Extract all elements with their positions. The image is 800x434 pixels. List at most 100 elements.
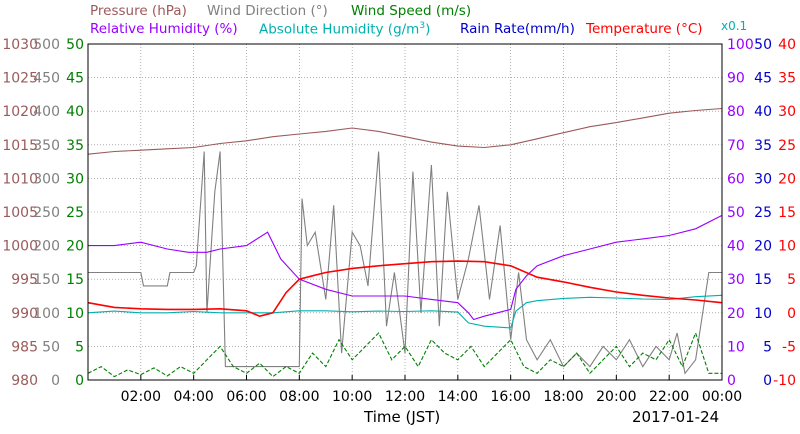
pressure-tick-label: 1010 — [2, 171, 38, 187]
wind-direction-tick-label: 300 — [33, 171, 60, 187]
rain-rate-tick-label: 10 — [754, 306, 772, 322]
pressure-tick-label: 990 — [11, 306, 38, 322]
wind-speed-tick-label: 50 — [66, 37, 84, 53]
series-pressure-line — [87, 107, 723, 155]
legend-rain-rate: Rain Rate(mm/h) — [460, 21, 575, 37]
relative-humidity-tick-label: 100 — [727, 37, 754, 53]
wind-direction-tick-label: 50 — [42, 339, 60, 355]
series-abs-hum-line — [87, 294, 723, 329]
legend-scale-note: x0.1 — [721, 19, 748, 33]
chart-date: 2017-01-24 — [632, 408, 720, 426]
wind-direction-tick-label: 450 — [33, 71, 60, 87]
x-axis-title: Time (JST) — [364, 408, 441, 426]
temperature-tick-label: 5 — [787, 272, 796, 288]
pressure-tick-label: 1015 — [2, 138, 38, 154]
rain-rate-tick-label: 40 — [754, 104, 772, 120]
temperature-tick-label: -5 — [782, 339, 796, 355]
x-tick-label: 18:00 — [543, 389, 583, 405]
temperature-tick-label: 15 — [778, 205, 796, 221]
relative-humidity-tick-label: 80 — [727, 104, 745, 120]
relative-humidity-tick-label: 0 — [727, 373, 736, 389]
legend-absolute-humidity: Absolute Humidity (g/m3) — [259, 21, 430, 38]
rain-rate-tick-label: 35 — [754, 138, 772, 154]
x-tick-label: 00:00 — [702, 389, 742, 405]
series-wind-dir-line — [88, 151, 722, 375]
wind-speed-tick-label: 45 — [66, 71, 84, 87]
wind-speed-tick-label: 15 — [66, 272, 84, 288]
legend-relative-humidity: Relative Humidity (%) — [90, 21, 238, 37]
legend-wind-speed: Wind Speed (m/s) — [351, 3, 472, 19]
wind-speed-tick-label: 0 — [75, 373, 84, 389]
relative-humidity-tick-label: 60 — [727, 171, 745, 187]
temperature-tick-label: 30 — [778, 104, 796, 120]
grid-lines — [88, 44, 722, 380]
rain-rate-tick-label: 45 — [754, 71, 772, 87]
legend-temperature: Temperature (°C) — [586, 21, 703, 37]
wind-direction-tick-label: 200 — [33, 239, 60, 255]
rain-rate-tick-label: 15 — [754, 272, 772, 288]
series-rel-hum-line — [88, 214, 723, 321]
wind-direction-tick-label: 100 — [33, 306, 60, 322]
legend-temperature-unit: °C — [681, 21, 698, 37]
x-tick-label: 08:00 — [279, 389, 319, 405]
temperature-tick-label: -10 — [773, 373, 796, 389]
wind-speed-tick-label: 10 — [66, 306, 84, 322]
relative-humidity-tick-label: 30 — [727, 272, 745, 288]
pressure-tick-label: 1030 — [2, 37, 38, 53]
x-tick-label: 20:00 — [596, 389, 636, 405]
temperature-tick-label: 0 — [787, 306, 796, 322]
tick-labels: 9809859909951000100510101015102010251030… — [2, 37, 796, 405]
rain-rate-tick-label: 20 — [754, 239, 772, 255]
temperature-tick-label: 40 — [778, 37, 796, 53]
temperature-tick-label: 25 — [778, 138, 796, 154]
relative-humidity-tick-label: 20 — [727, 306, 745, 322]
x-tick-label: 10:00 — [332, 389, 372, 405]
wind-speed-tick-label: 35 — [66, 138, 84, 154]
rain-rate-tick-label: 5 — [763, 339, 772, 355]
relative-humidity-tick-label: 10 — [727, 339, 745, 355]
wind-direction-tick-label: 250 — [33, 205, 60, 221]
pressure-tick-label: 985 — [11, 339, 38, 355]
pressure-tick-label: 980 — [11, 373, 38, 389]
relative-humidity-tick-label: 90 — [727, 71, 745, 87]
pressure-tick-label: 1020 — [2, 104, 38, 120]
wind-direction-tick-label: 400 — [33, 104, 60, 120]
legend-absolute-humidity-exp: 3 — [419, 21, 426, 31]
rain-rate-tick-label: 25 — [754, 205, 772, 221]
x-tick-label: 04:00 — [173, 389, 213, 405]
temperature-tick-label: 20 — [778, 171, 796, 187]
relative-humidity-tick-label: 70 — [727, 138, 745, 154]
legend-absolute-humidity-label: Absolute Humidity (g/m — [259, 21, 420, 38]
wind-direction-tick-label: 0 — [51, 373, 60, 389]
legend-pressure: Pressure (hPa) — [90, 3, 187, 19]
x-tick-label: 14:00 — [438, 389, 478, 405]
wind-speed-tick-label: 5 — [75, 339, 84, 355]
series-temp-line — [87, 260, 723, 318]
legend-temperature-close: ) — [697, 21, 703, 37]
pressure-tick-label: 1005 — [2, 205, 38, 221]
legend-absolute-humidity-close: ) — [425, 21, 431, 38]
x-tick-label: 16:00 — [490, 389, 530, 405]
series-wind-speed-line — [87, 331, 722, 378]
wind-direction-tick-label: 350 — [33, 138, 60, 154]
x-tick-label: 06:00 — [226, 389, 266, 405]
relative-humidity-tick-label: 50 — [727, 205, 745, 221]
wind-speed-tick-label: 40 — [66, 104, 84, 120]
rain-rate-tick-label: 30 — [754, 171, 772, 187]
legend-wind-direction: Wind Direction (°) — [207, 3, 328, 19]
temperature-tick-label: 10 — [778, 239, 796, 255]
wind-speed-tick-label: 20 — [66, 239, 84, 255]
pressure-tick-label: 995 — [11, 272, 38, 288]
pressure-tick-label: 1000 — [2, 239, 38, 255]
temperature-tick-label: 35 — [778, 71, 796, 87]
legend-temperature-label: Temperature ( — [586, 21, 682, 37]
wind-speed-tick-label: 25 — [66, 205, 84, 221]
x-tick-label: 02:00 — [121, 389, 161, 405]
wind-direction-tick-label: 150 — [33, 272, 60, 288]
x-tick-label: 22:00 — [649, 389, 689, 405]
x-tick-label: 12:00 — [385, 389, 425, 405]
relative-humidity-tick-label: 40 — [727, 239, 745, 255]
rain-rate-tick-label: 0 — [763, 373, 772, 389]
rain-rate-tick-label: 50 — [754, 37, 772, 53]
